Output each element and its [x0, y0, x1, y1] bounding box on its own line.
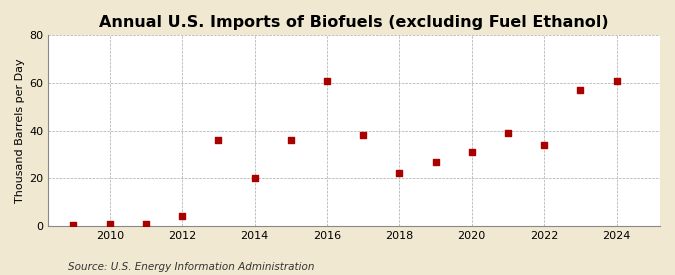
Point	[213, 138, 223, 142]
Title: Annual U.S. Imports of Biofuels (excluding Fuel Ethanol): Annual U.S. Imports of Biofuels (excludi…	[99, 15, 609, 30]
Point	[286, 138, 296, 142]
Point	[539, 143, 549, 147]
Point	[466, 150, 477, 154]
Point	[575, 88, 586, 92]
Point	[68, 223, 79, 227]
Point	[503, 131, 514, 135]
Point	[140, 221, 151, 226]
Point	[394, 171, 405, 176]
Y-axis label: Thousand Barrels per Day: Thousand Barrels per Day	[15, 58, 25, 203]
Point	[430, 160, 441, 164]
Point	[177, 214, 188, 219]
Point	[105, 221, 115, 226]
Point	[358, 133, 369, 138]
Point	[321, 78, 332, 83]
Text: Source: U.S. Energy Information Administration: Source: U.S. Energy Information Administ…	[68, 262, 314, 272]
Point	[611, 78, 622, 83]
Point	[249, 176, 260, 180]
